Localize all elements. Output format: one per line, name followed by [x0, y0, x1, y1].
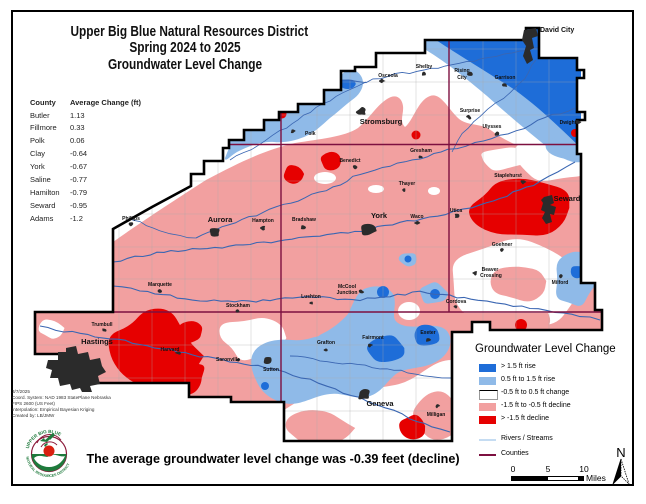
svg-text:Stromsburg: Stromsburg	[360, 117, 403, 126]
svg-text:Aurora: Aurora	[208, 215, 233, 224]
svg-text:Thayer: Thayer	[399, 181, 415, 187]
svg-text:Staplehurst: Staplehurst	[494, 173, 522, 179]
svg-text:Junction: Junction	[337, 290, 358, 296]
svg-text:Grafton: Grafton	[317, 340, 335, 346]
svg-text:Utica: Utica	[450, 208, 462, 214]
svg-text:Waco: Waco	[410, 214, 423, 220]
svg-text:Rising: Rising	[454, 68, 469, 74]
svg-text:Garrison: Garrison	[495, 75, 516, 81]
svg-text:Phillips: Phillips	[122, 216, 140, 222]
svg-text:Fairmont: Fairmont	[362, 335, 384, 341]
svg-text:Milligan: Milligan	[427, 412, 446, 418]
svg-text:Milford: Milford	[552, 280, 569, 286]
svg-text:Marquette: Marquette	[148, 282, 172, 288]
svg-text:Gresham: Gresham	[410, 148, 432, 154]
svg-text:Sutton: Sutton	[263, 367, 279, 373]
svg-text:City: City	[457, 75, 467, 81]
svg-text:Hampton: Hampton	[252, 218, 274, 224]
svg-text:Polk: Polk	[305, 131, 316, 137]
svg-text:Trumbull: Trumbull	[91, 322, 113, 328]
svg-text:N: N	[616, 445, 625, 460]
svg-text:Exeter: Exeter	[420, 330, 435, 336]
svg-text:Stockham: Stockham	[226, 303, 250, 309]
svg-text:Crossing: Crossing	[480, 273, 502, 279]
svg-text:Dwight: Dwight	[560, 120, 577, 126]
svg-text:Shelby: Shelby	[416, 64, 433, 70]
svg-text:Lushton: Lushton	[301, 294, 321, 300]
svg-text:Cordova: Cordova	[446, 299, 467, 305]
svg-text:Ulysses: Ulysses	[483, 124, 502, 130]
svg-text:Beaver: Beaver	[482, 267, 499, 273]
svg-text:Osceola: Osceola	[378, 73, 398, 79]
svg-text:York: York	[371, 211, 388, 220]
svg-text:Saronville: Saronville	[216, 357, 240, 363]
svg-text:Goehner: Goehner	[492, 242, 513, 248]
svg-text:Harvard: Harvard	[161, 347, 180, 353]
svg-text:Hastings: Hastings	[81, 337, 113, 346]
svg-text:McCool: McCool	[338, 284, 357, 290]
svg-text:David City: David City	[540, 27, 574, 34]
svg-text:Seward: Seward	[554, 194, 581, 203]
svg-text:Geneva: Geneva	[366, 399, 394, 408]
svg-text:Surprise: Surprise	[460, 108, 481, 114]
svg-text:Benedict: Benedict	[339, 158, 360, 164]
svg-text:Bradshaw: Bradshaw	[292, 217, 316, 223]
